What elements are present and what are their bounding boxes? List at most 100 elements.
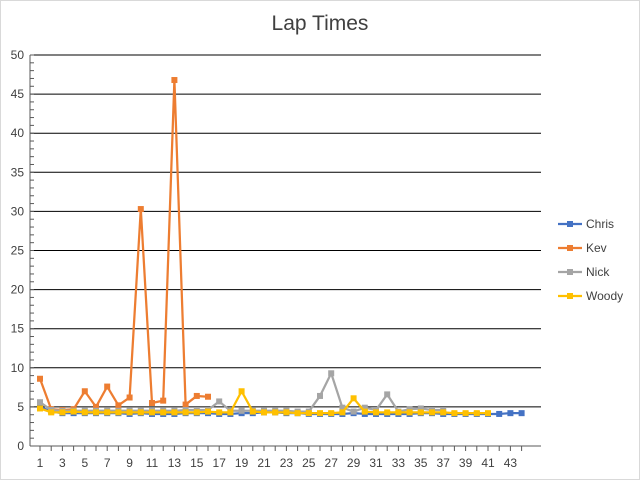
legend-item: Nick [558, 265, 610, 279]
x-tick-label: 11 [146, 456, 159, 470]
data-point [149, 409, 155, 416]
data-point [272, 409, 279, 416]
data-point [93, 409, 99, 416]
data-point [283, 409, 290, 416]
data-point [137, 206, 144, 213]
y-tick-label: 25 [11, 244, 25, 258]
data-point [451, 410, 458, 417]
data-point [37, 405, 43, 412]
x-tick-label: 17 [213, 456, 227, 470]
data-point [227, 409, 234, 416]
x-tick-label: 1 [37, 456, 44, 470]
data-point [193, 409, 200, 416]
data-point [104, 383, 111, 390]
data-point [294, 410, 301, 417]
data-point [171, 409, 178, 416]
data-point [249, 408, 256, 415]
x-tick-label: 29 [347, 456, 361, 470]
data-point [205, 408, 211, 415]
data-point [238, 407, 245, 414]
legend-label: Woody [586, 289, 623, 303]
x-tick-label: 39 [459, 456, 473, 470]
data-point [216, 409, 223, 416]
y-tick-label: 20 [11, 283, 25, 297]
x-tick-label: 15 [190, 456, 204, 470]
x-tick-label: 35 [414, 456, 428, 470]
legend-marker [567, 221, 573, 227]
data-point [518, 410, 525, 417]
data-point [261, 409, 267, 416]
data-point [406, 406, 413, 413]
data-point [485, 410, 491, 417]
y-tick-label: 35 [11, 165, 25, 179]
data-point [395, 409, 402, 416]
data-point [328, 370, 335, 377]
data-point [373, 409, 379, 416]
legend-label: Chris [586, 217, 614, 231]
data-point [104, 409, 111, 416]
data-point [361, 404, 368, 411]
x-tick-label: 9 [126, 456, 133, 470]
data-point [238, 388, 245, 395]
data-point [37, 399, 43, 406]
data-point [93, 403, 99, 410]
data-point [473, 410, 480, 417]
data-point [361, 408, 368, 415]
data-point [149, 399, 155, 406]
gridlines [30, 54, 541, 408]
x-tick-label: 25 [302, 456, 316, 470]
data-point [182, 401, 189, 408]
y-tick-label: 15 [11, 322, 25, 336]
data-point [317, 392, 323, 399]
series-line [38, 78, 209, 412]
legend-label: Nick [586, 265, 610, 279]
x-tick-label: 19 [235, 456, 249, 470]
x-tick-label: 41 [481, 456, 495, 470]
data-point [193, 392, 200, 399]
y-tick-label: 45 [11, 87, 25, 101]
y-tick-label: 40 [11, 126, 25, 140]
x-tick-label: 23 [280, 456, 294, 470]
x-tick-label: 5 [81, 456, 88, 470]
data-point [70, 408, 77, 415]
data-point [126, 409, 133, 416]
data-point [305, 410, 312, 417]
data-point [59, 409, 66, 416]
data-point [81, 388, 88, 395]
data-point [137, 409, 144, 416]
x-tick-label: 37 [437, 456, 451, 470]
y-tick-label: 5 [17, 400, 24, 414]
legend-item: Woody [558, 289, 623, 303]
data-point [417, 409, 424, 416]
data-point [350, 395, 357, 402]
data-point [339, 409, 346, 416]
series-kev [37, 77, 211, 414]
x-tick-label: 33 [392, 456, 406, 470]
data-point [126, 394, 133, 401]
data-point [81, 409, 88, 416]
x-tick-label: 43 [504, 456, 518, 470]
data-point [48, 409, 55, 416]
data-point [37, 375, 43, 382]
x-tick-label: 13 [168, 456, 182, 470]
legend-marker [567, 245, 573, 251]
y-tick-label: 0 [17, 439, 24, 453]
legend-item: Chris [558, 217, 614, 231]
x-tick-label: 3 [59, 456, 66, 470]
legend-item: Kev [558, 241, 607, 255]
chart-title: Lap Times [271, 12, 369, 35]
data-point [171, 77, 178, 84]
data-point [339, 404, 346, 411]
data-point [429, 409, 435, 416]
data-point [417, 405, 424, 412]
data-point [115, 402, 122, 409]
y-tick-label: 10 [11, 361, 25, 375]
legend-label: Kev [586, 241, 607, 255]
data-point [440, 409, 447, 416]
data-point [317, 410, 323, 417]
y-tick-label: 30 [11, 204, 25, 218]
x-tick-label: 27 [325, 456, 339, 470]
